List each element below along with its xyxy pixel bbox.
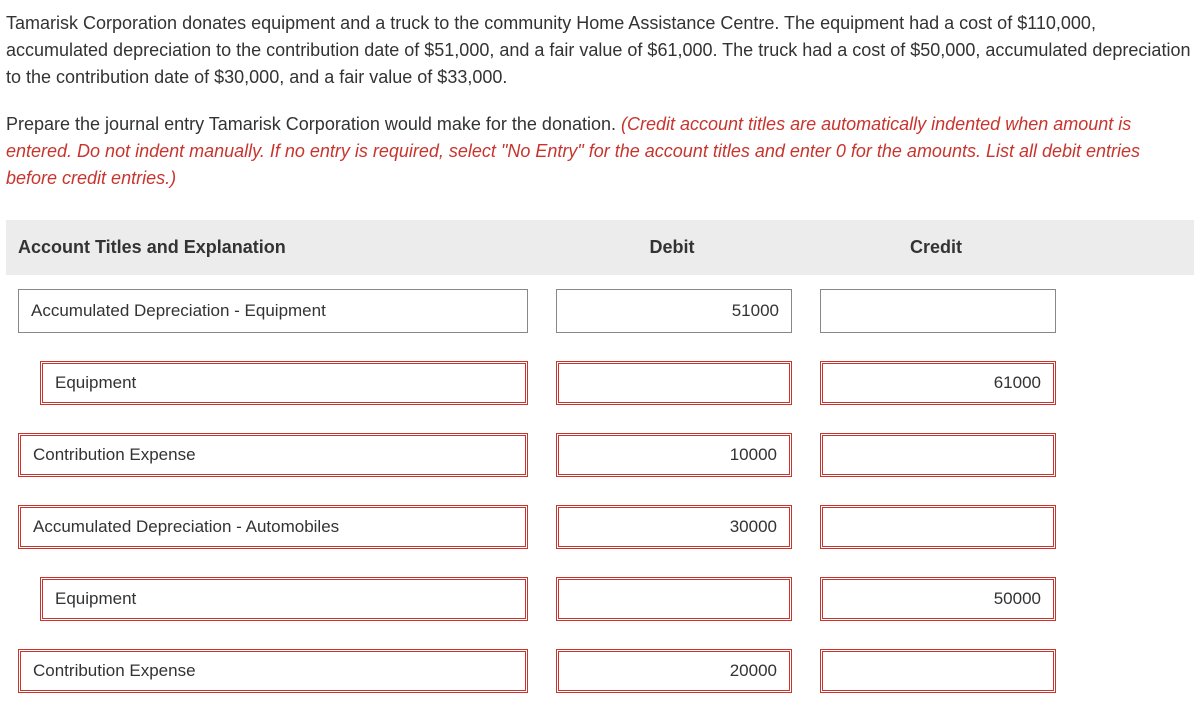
instruction-black: Prepare the journal entry Tamarisk Corpo…	[6, 114, 621, 134]
header-credit: Credit	[818, 220, 1054, 275]
account-title-input[interactable]: Contribution Expense	[18, 433, 528, 477]
debit-input[interactable]: 30000	[556, 505, 792, 549]
credit-input[interactable]	[820, 505, 1056, 549]
account-title-input[interactable]: Accumulated Depreciation - Equipment	[18, 289, 528, 333]
credit-input[interactable]: 61000	[820, 361, 1056, 405]
table-header-row: Account Titles and Explanation Debit Cre…	[6, 220, 1194, 275]
table-row: Accumulated Depreciation - Equipment 5100…	[6, 275, 1194, 347]
account-title-input[interactable]: Contribution Expense	[18, 649, 528, 693]
table-row: Contribution Expense 20000	[6, 635, 1194, 707]
debit-input[interactable]: 20000	[556, 649, 792, 693]
credit-input[interactable]	[820, 289, 1056, 333]
debit-input[interactable]: 10000	[556, 433, 792, 477]
table-row: Equipment 50000	[6, 563, 1194, 635]
header-account: Account Titles and Explanation	[6, 220, 526, 275]
account-title-input[interactable]: Accumulated Depreciation - Automobiles	[18, 505, 528, 549]
header-debit: Debit	[554, 220, 790, 275]
credit-input[interactable]	[820, 433, 1056, 477]
account-title-input[interactable]: Equipment	[40, 577, 528, 621]
credit-input[interactable]: 50000	[820, 577, 1056, 621]
debit-input[interactable]	[556, 361, 792, 405]
debit-input[interactable]: 51000	[556, 289, 792, 333]
credit-input[interactable]	[820, 649, 1056, 693]
table-row: Accumulated Depreciation - Automobiles 30…	[6, 491, 1194, 563]
debit-input[interactable]	[556, 577, 792, 621]
account-title-input[interactable]: Equipment	[40, 361, 528, 405]
problem-paragraph-1: Tamarisk Corporation donates equipment a…	[6, 10, 1194, 91]
table-row: Contribution Expense 10000	[6, 419, 1194, 491]
problem-paragraph-2: Prepare the journal entry Tamarisk Corpo…	[6, 111, 1194, 192]
table-row: Equipment 61000	[6, 347, 1194, 419]
journal-entry-table: Account Titles and Explanation Debit Cre…	[6, 220, 1194, 707]
